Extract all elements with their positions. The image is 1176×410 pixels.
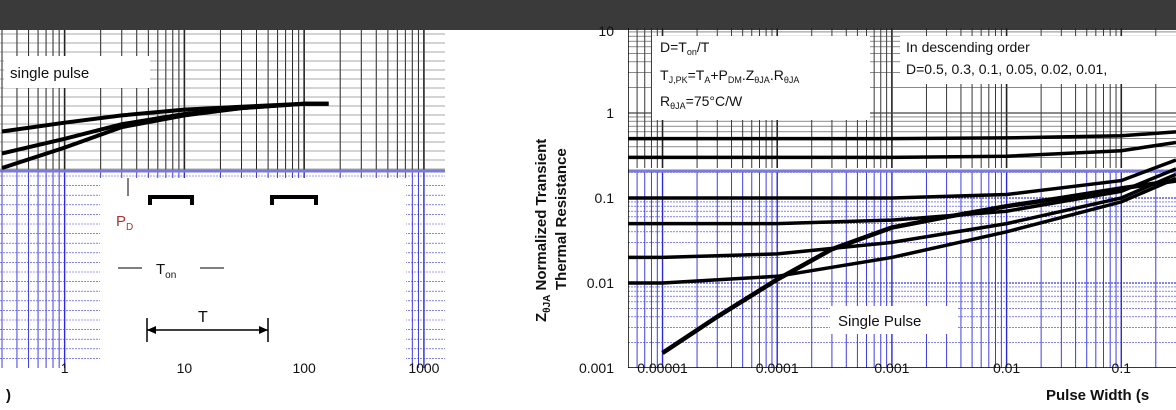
right-y-tick-label-1: 0.001: [579, 360, 614, 376]
right-y-tick-label-5: 10: [598, 23, 614, 39]
right-x-axis-label: Pulse Width (s: [1046, 387, 1149, 404]
right-x-tick-label-5: 0.1: [1112, 360, 1132, 376]
right-legend-line-1: In descending order: [906, 39, 1030, 55]
right-y-ticks: 0.001 0.01 0.1 1 10: [579, 23, 614, 376]
right-y-tick-label-3: 0.1: [595, 190, 615, 206]
right-y-tick-label-2: 0.01: [587, 275, 614, 291]
annotation-duty: D=Ton/T: [660, 39, 710, 57]
right-x-tick-label-1: 0.00001: [637, 360, 688, 376]
left-x-axis-label: ): [6, 387, 11, 404]
left-x-tick-label-2: 10: [177, 360, 193, 376]
left-series-group: [2, 104, 329, 168]
right-series-line-5: [628, 174, 1176, 257]
inset-background: [100, 178, 406, 368]
left-legend-text: single pulse: [10, 65, 89, 82]
right-y-tick-label-4: 1: [606, 105, 614, 121]
right-y-axis-title-line2: Thermal Resistance: [553, 148, 570, 290]
period-label: T: [198, 309, 208, 326]
pulse-inset: PD Ton T: [100, 178, 406, 368]
top-band: [0, 0, 1176, 30]
right-series-line-2: [628, 143, 1176, 158]
right-legend-line-2: D=0.5, 0.3, 0.1, 0.05, 0.02, 0.01,: [906, 61, 1107, 77]
left-series-line-3: [2, 104, 329, 168]
left-x-tick-label-4: 1000: [408, 360, 439, 376]
right-series-line-1: [628, 132, 1176, 139]
right-y-axis-title: ZθJA Normalized Transient: [533, 139, 553, 322]
right-x-tick-label-4: 0.01: [993, 360, 1020, 376]
right-x-tick-label-3: 0.001: [874, 360, 909, 376]
left-x-tick-label-3: 100: [292, 360, 316, 376]
single-pulse-label: Single Pulse: [838, 313, 921, 330]
right-x-tick-label-2: 0.0001: [756, 360, 799, 376]
left-x-tick-label-1: 1: [61, 360, 69, 376]
